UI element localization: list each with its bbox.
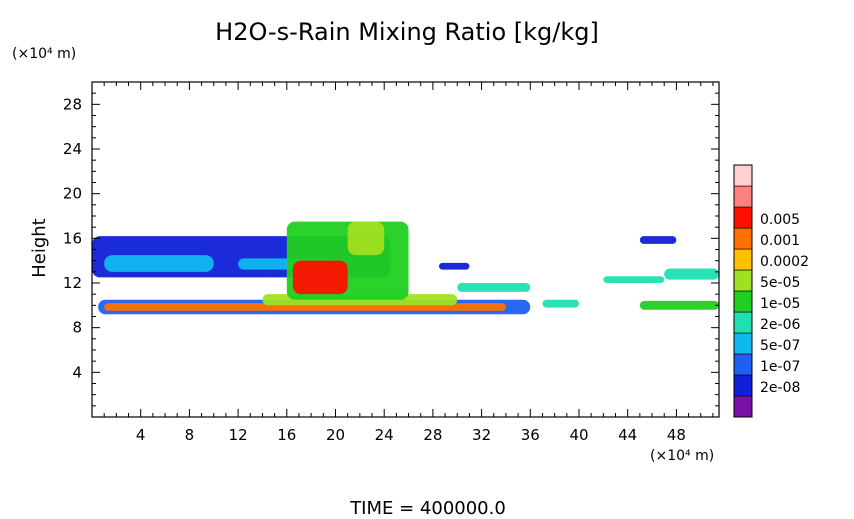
legend-swatch-2	[733, 353, 753, 376]
data-region-1	[104, 255, 214, 272]
x-tick-label-5: 24	[375, 426, 394, 444]
legend-label-2: 5e-07	[760, 338, 800, 354]
legend-label-5: 5e-05	[760, 275, 800, 291]
y-unit-label: (×10⁴ m)	[12, 46, 76, 62]
legend-swatch-11	[733, 164, 753, 187]
data-regions	[92, 221, 719, 315]
footer-time: TIME = 400000.0	[349, 498, 506, 519]
legend-label-0: 2e-08	[760, 380, 800, 396]
data-region-9	[438, 262, 470, 270]
x-tick-label-10: 44	[618, 426, 637, 444]
x-tick-label-9: 40	[569, 426, 588, 444]
x-tick-label-3: 16	[277, 426, 296, 444]
x-axis-ticks: 4 8 12 16 20 24 28 32 36 40 44 48	[103, 82, 714, 444]
data-region-11	[542, 299, 579, 308]
legend-swatch-0	[733, 395, 753, 418]
color-legend: 2e-08 1e-07 5e-07 2e-06 1e-05 5e-05 0.0002 0.00…	[733, 164, 809, 418]
legend-swatch-9	[733, 206, 753, 229]
legend-swatch-7	[733, 248, 753, 271]
x-tick-label-8: 36	[521, 426, 540, 444]
x-tick-label-7: 32	[472, 426, 491, 444]
data-region-12	[603, 276, 665, 283]
legend-label-7: 0.001	[760, 233, 800, 249]
plot-area	[91, 81, 720, 418]
data-region-7	[292, 260, 348, 295]
x-tick-label-4: 20	[326, 426, 345, 444]
x-tick-label-0: 4	[136, 426, 146, 444]
legend-swatch-4	[733, 311, 753, 334]
legend-swatch-6	[733, 269, 753, 292]
legend-label-8: 0.005	[760, 212, 800, 228]
legend-label-6: 0.0002	[760, 254, 809, 270]
legend-label-3: 2e-06	[760, 317, 800, 333]
y-axis-ticks: 4 8 12 16 20 24 28	[63, 92, 719, 407]
y-tick-label-5: 24	[63, 140, 82, 158]
legend-label-1: 1e-07	[760, 359, 800, 375]
legend-swatch-3	[733, 332, 753, 355]
y-axis-label: Height	[29, 218, 50, 278]
y-tick-label-0: 4	[72, 363, 82, 381]
data-region-10	[457, 283, 531, 292]
legend-swatch-8	[733, 227, 753, 250]
y-tick-label-4: 20	[63, 185, 82, 203]
y-tick-label-6: 28	[63, 95, 82, 113]
data-region-15	[639, 300, 719, 310]
chart-title: H2O-s-Rain Mixing Ratio [kg/kg]	[215, 18, 599, 46]
y-tick-label-1: 8	[72, 319, 82, 337]
legend-swatch-5	[733, 290, 753, 313]
x-tick-label-1: 8	[185, 426, 195, 444]
x-tick-label-6: 28	[423, 426, 442, 444]
y-tick-label-2: 12	[63, 274, 82, 292]
data-region-13	[639, 236, 677, 244]
legend-swatch-10	[733, 185, 753, 208]
x-unit-label: (×10⁴ m)	[650, 448, 714, 464]
legend-swatch-1	[733, 374, 753, 397]
x-tick-label-11: 48	[667, 426, 686, 444]
legend-label-4: 1e-05	[760, 296, 800, 312]
x-tick-label-2: 12	[229, 426, 248, 444]
data-region-14	[664, 268, 719, 280]
y-tick-label-3: 16	[63, 229, 82, 247]
legend-frame	[733, 164, 753, 418]
data-region-8	[347, 221, 385, 256]
